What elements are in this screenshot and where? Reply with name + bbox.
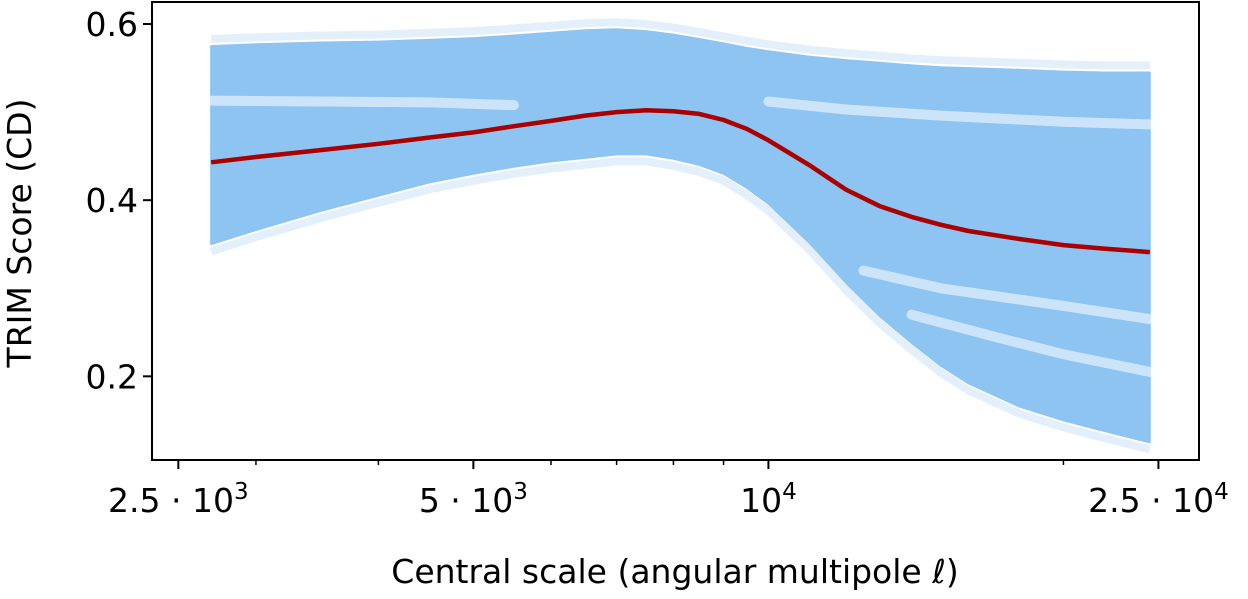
ensemble-band (210, 28, 1151, 444)
ensemble-streak (906, 309, 1155, 377)
x-axis-title: Central scale (angular multipole ℓ) (391, 552, 958, 591)
x-tick-label: 104 (740, 479, 797, 520)
y-axis-title: TRIM Score (CD) (0, 99, 39, 369)
y-tick-label: 0.4 (86, 181, 138, 220)
axis-ticks: 0.2 0.4 0.6 2.5 · 103 5 · 103 104 2.5 · 104 (86, 5, 1229, 520)
x-tick-label: 2.5 · 103 (108, 479, 249, 520)
axes-frame (151, 1, 1200, 461)
ensemble-streak (763, 96, 1155, 130)
mean-line (210, 108, 1150, 255)
plot-area (206, 18, 1155, 454)
x-tick-label: 5 · 103 (419, 479, 528, 520)
ensemble-upper-halo (210, 18, 1150, 70)
y-tick-label: 0.6 (86, 5, 138, 44)
y-tick-label: 0.2 (86, 357, 138, 396)
x-tick-label: 2.5 · 104 (1088, 479, 1229, 520)
ensemble-streak (206, 95, 519, 111)
ensemble-streak (858, 265, 1155, 325)
ensemble-lower-halo (209, 157, 1151, 454)
